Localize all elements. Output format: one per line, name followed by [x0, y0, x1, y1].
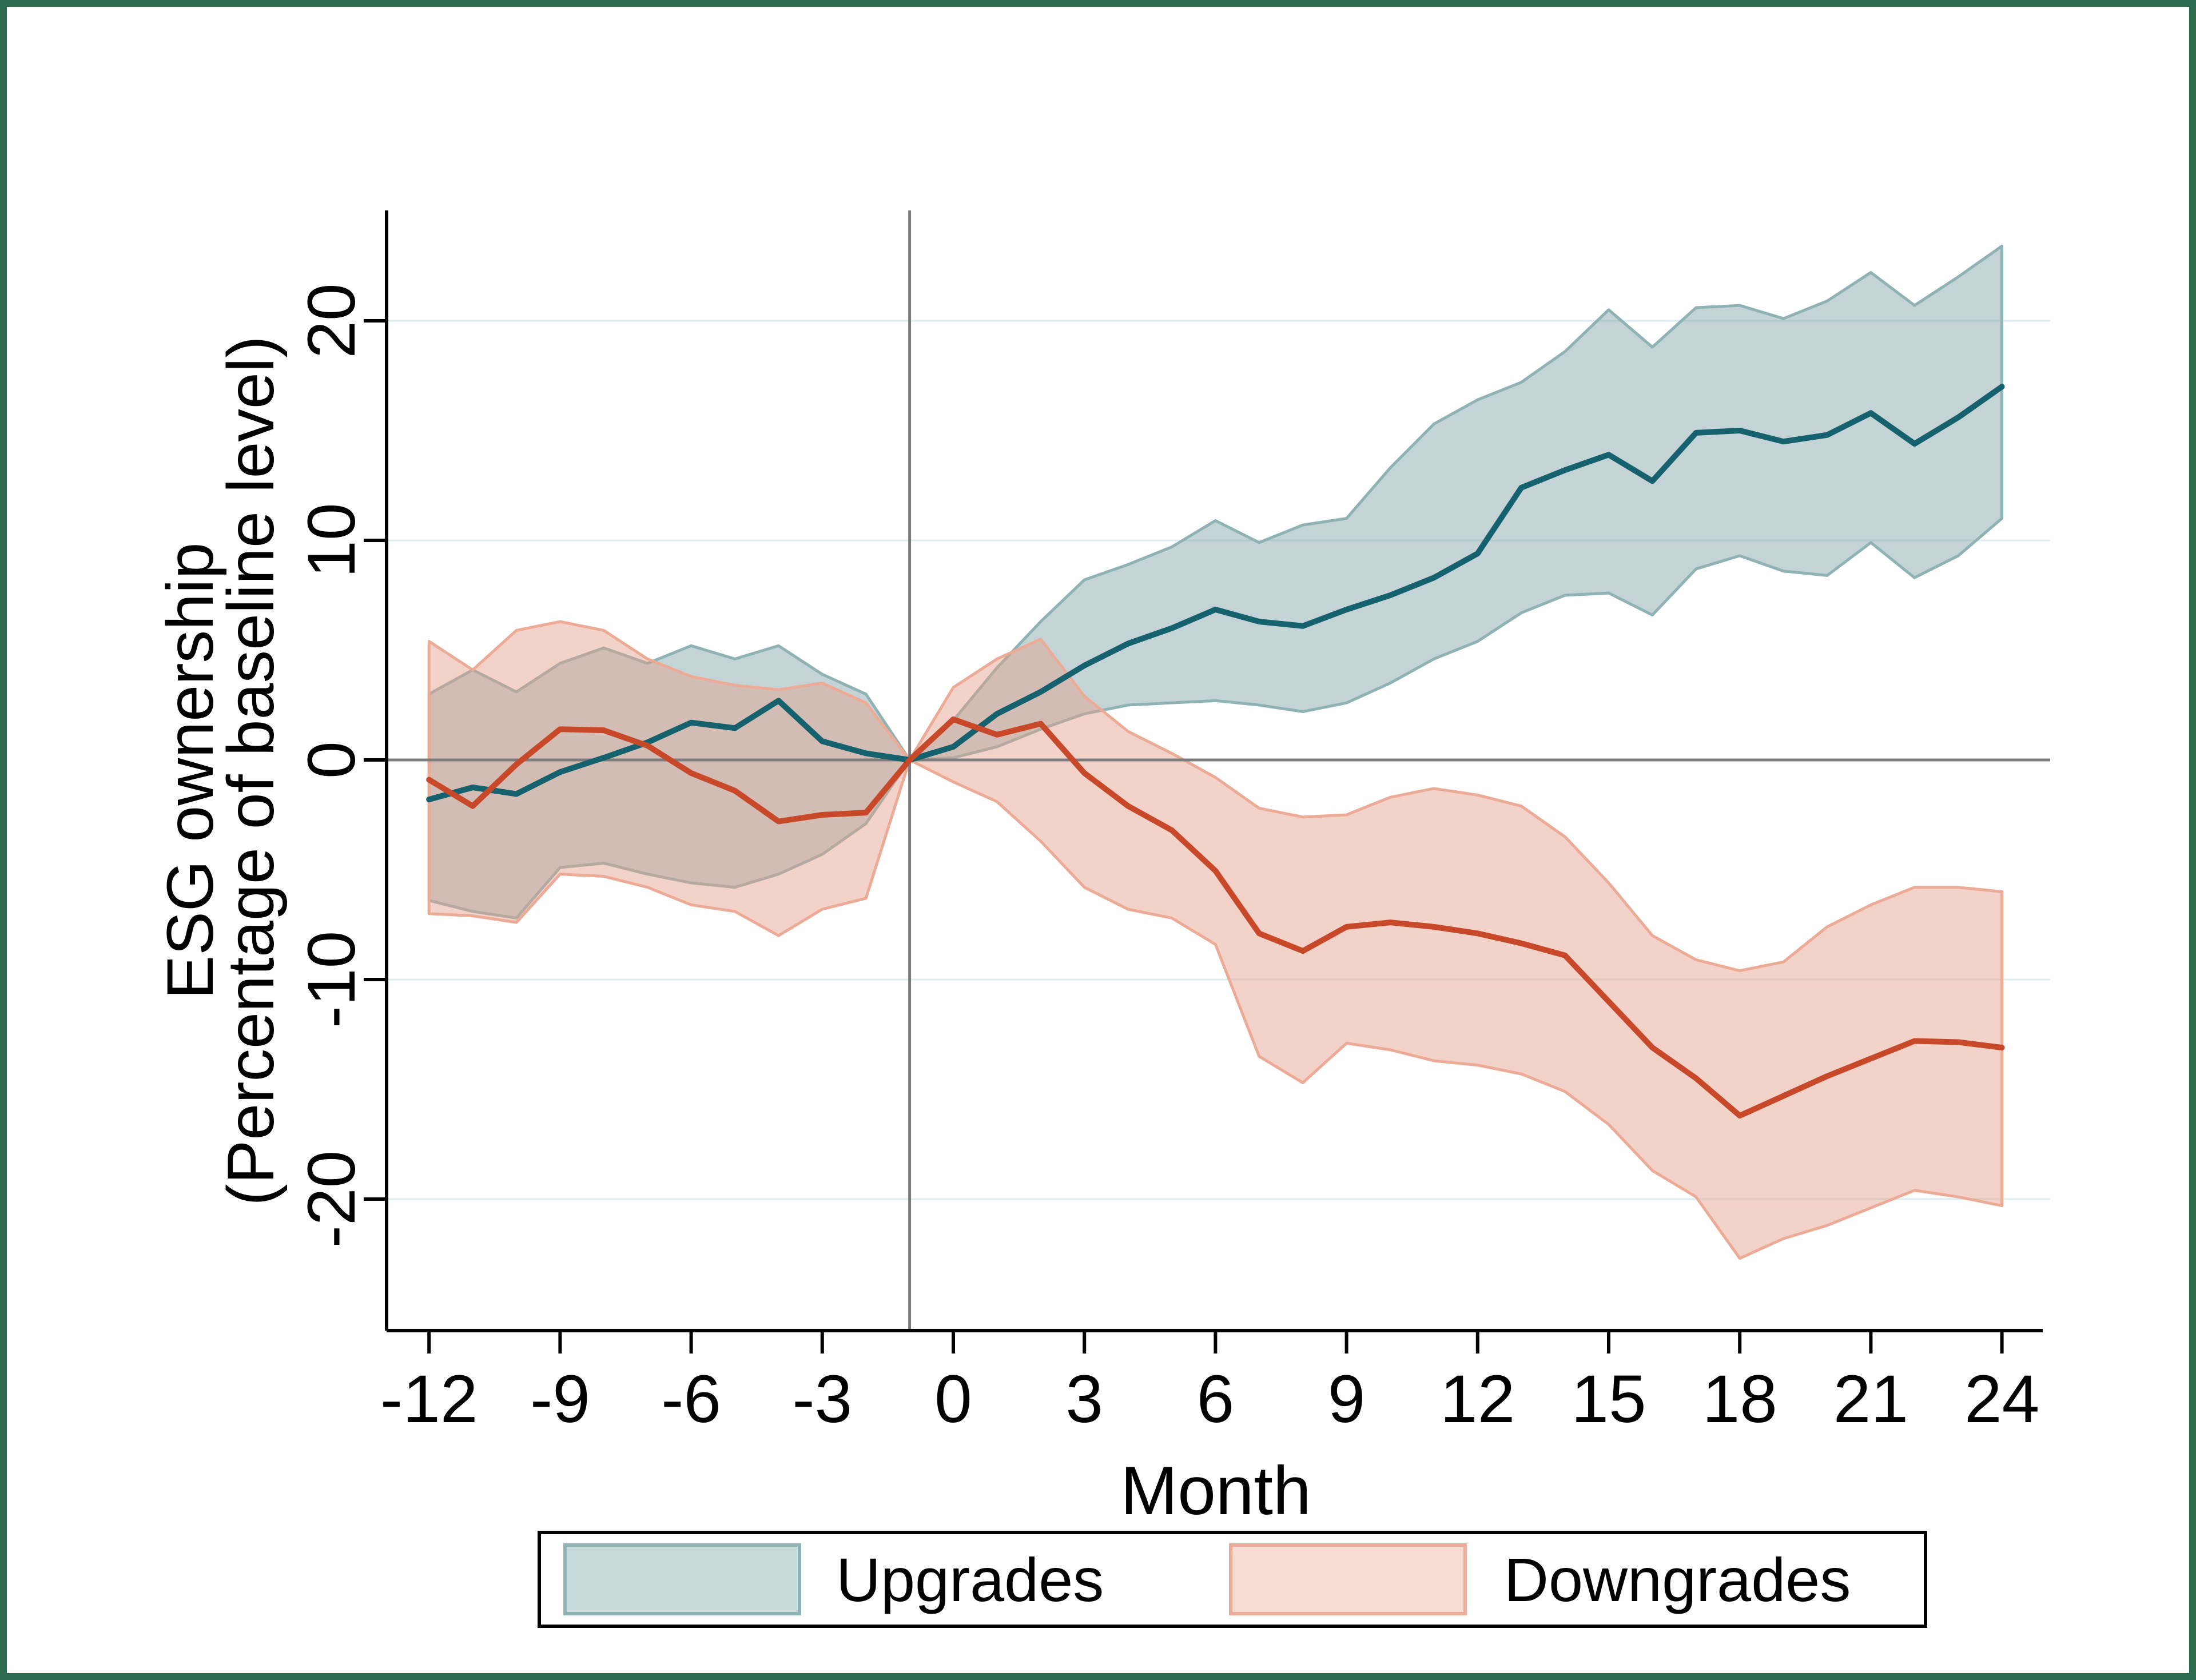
legend-swatch-upgrades	[563, 1543, 801, 1615]
y-tick-label: 0	[294, 741, 369, 779]
x-tick-label: 0	[934, 1361, 972, 1437]
x-tick-label: 18	[1702, 1361, 1777, 1437]
upgrades-mean-line	[426, 384, 2005, 803]
y-tick-label: 20	[294, 283, 369, 358]
y-axis-title-line1: ESG ownership	[154, 543, 227, 1000]
x-axis-title: Month	[1120, 1452, 1311, 1529]
y-tick-label: -20	[294, 1150, 369, 1248]
x-tick-label: 9	[1328, 1361, 1366, 1437]
x-tick-label: 12	[1440, 1361, 1515, 1437]
x-tick-label: 3	[1065, 1361, 1103, 1437]
reference-lines	[387, 210, 2050, 1331]
series-lines	[426, 384, 2005, 1119]
x-tick-label: -3	[792, 1361, 852, 1437]
y-tick-marks-and-labels: 20 10 0 -10 -20	[294, 283, 387, 1248]
legend-label-upgrades: Upgrades	[836, 1545, 1104, 1614]
y-axis-title-line2: (Percentage of baseline level)	[214, 336, 288, 1205]
x-tick-label: -6	[661, 1361, 721, 1437]
x-tick-label: 24	[1964, 1361, 2039, 1437]
legend-swatch-downgrades	[1229, 1543, 1467, 1615]
x-tick-label: -12	[380, 1361, 478, 1437]
downgrades-mean-line	[426, 716, 2005, 1119]
x-tick-label: 15	[1571, 1361, 1646, 1437]
x-tick-label: 6	[1197, 1361, 1235, 1437]
x-tick-label: -9	[530, 1361, 590, 1437]
gridlines	[387, 320, 2050, 1200]
legend: Upgrades Downgrades	[538, 1531, 1927, 1628]
x-tick-marks-and-labels: -12 -9 -6 -3 0 3 6 9 12 15 18 21 24	[380, 1331, 2039, 1437]
x-tick-label: 21	[1833, 1361, 1908, 1437]
y-tick-label: 10	[294, 503, 369, 578]
downgrades-confidence-band	[427, 620, 2004, 1260]
legend-label-downgrades: Downgrades	[1504, 1545, 1851, 1614]
y-tick-label: -10	[294, 931, 369, 1029]
